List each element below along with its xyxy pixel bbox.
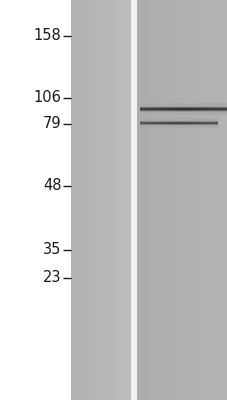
Text: 23: 23 <box>43 270 61 286</box>
Text: 35: 35 <box>43 242 61 258</box>
Text: 158: 158 <box>34 28 61 44</box>
Text: 106: 106 <box>34 90 61 106</box>
Bar <box>131 0 136 400</box>
Text: 79: 79 <box>43 116 61 132</box>
Text: 48: 48 <box>43 178 61 194</box>
